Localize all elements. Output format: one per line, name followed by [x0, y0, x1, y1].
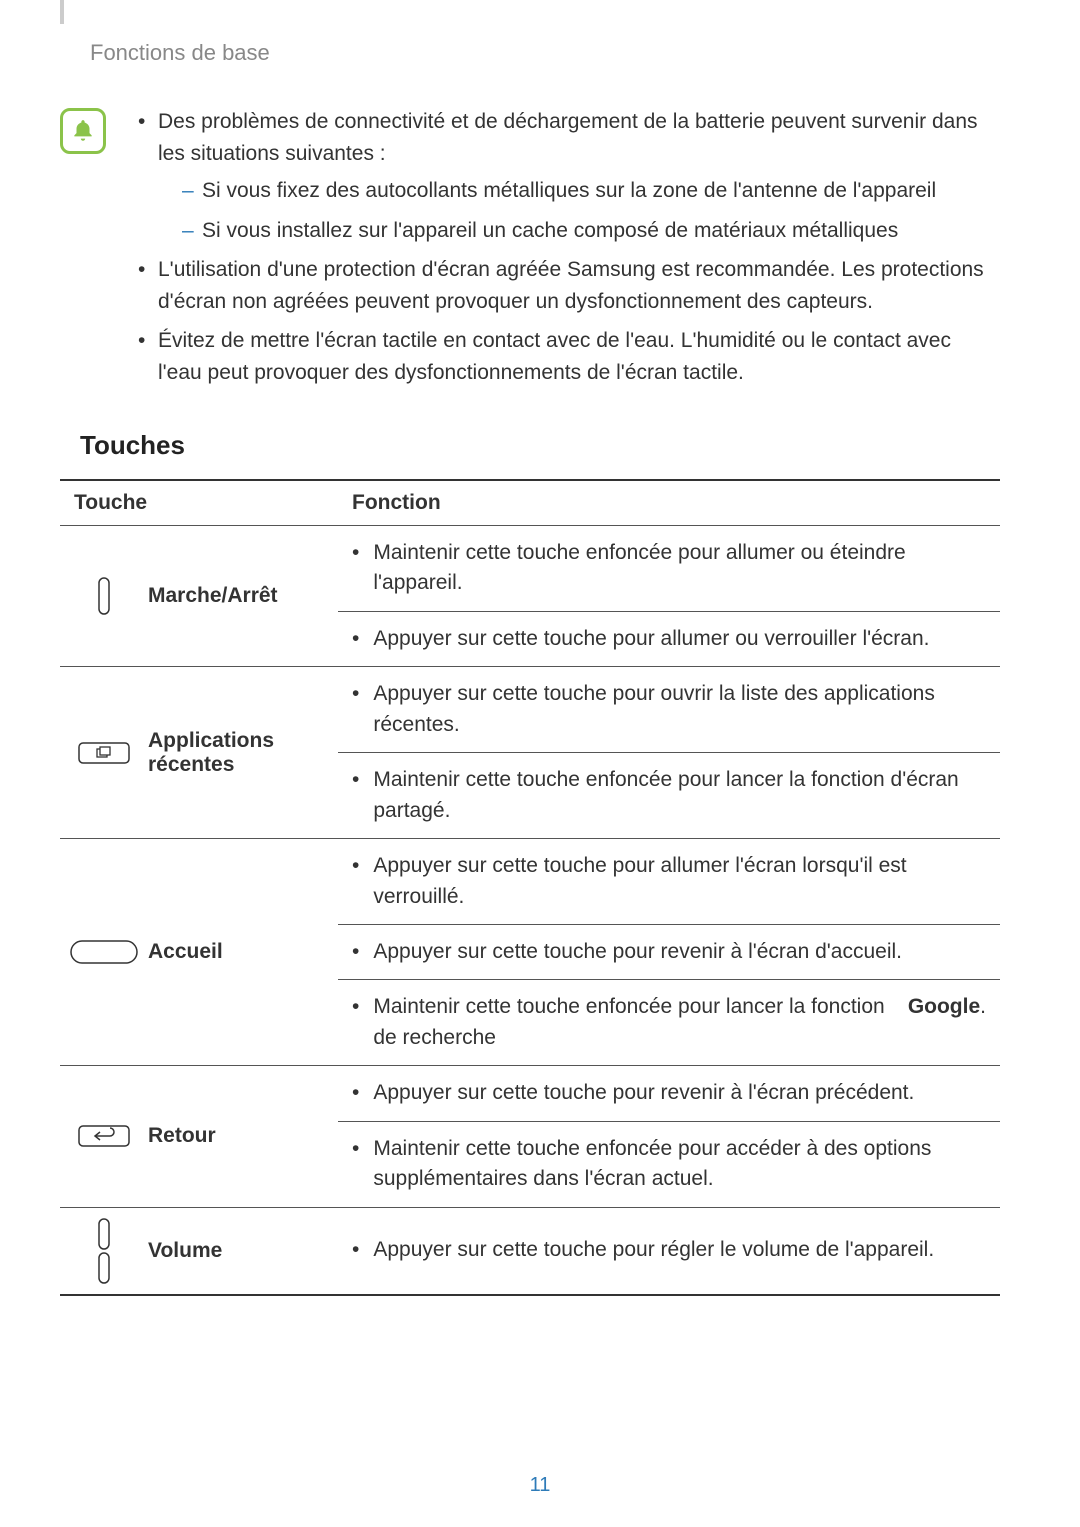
table-row: Applications récentes Appuyer sur cette … [60, 667, 1000, 753]
key-function-text: Appuyer sur cette touche pour revenir à … [338, 925, 1000, 979]
note-bullet-list: Des problèmes de connectivité et de déch… [130, 106, 1000, 388]
key-function-cell: Maintenir cette touche enfoncée pour all… [338, 526, 1000, 612]
back-key-icon [78, 1122, 130, 1150]
note-bullet: Des problèmes de connectivité et de déch… [130, 106, 1000, 246]
table-row: Accueil Appuyer sur cette touche pour al… [60, 839, 1000, 925]
keys-heading: Touches [80, 430, 1000, 461]
volume-key-icon [94, 1218, 114, 1284]
table-header-row: Touche Fonction [60, 480, 1000, 526]
key-icon-cell [60, 1066, 148, 1207]
note-icon-box [60, 108, 106, 154]
keys-table: Touche Fonction Marche/Arrêt Maintenir c… [60, 479, 1000, 1296]
key-icon-cell [60, 1207, 148, 1295]
key-label: Accueil [148, 839, 338, 1066]
note-bullet-text: Des problèmes de connectivité et de déch… [158, 110, 978, 165]
key-function-text: Maintenir cette touche enfoncée pour acc… [338, 1122, 1000, 1207]
recents-key-icon [78, 739, 130, 767]
key-function-text: Appuyer sur cette touche pour allumer ou… [338, 612, 1000, 666]
note-content: Des problèmes de connectivité et de déch… [130, 106, 1000, 396]
key-function-text: Maintenir cette touche enfoncée pour lan… [338, 753, 1000, 838]
tab-edge [60, 0, 64, 24]
note-sub-item: Si vous fixez des autocollants métalliqu… [158, 175, 1000, 207]
key-function-cell: Appuyer sur cette touche pour revenir à … [338, 924, 1000, 979]
note-bullet: Évitez de mettre l'écran tactile en cont… [130, 325, 1000, 388]
note-sub-list: Si vous fixez des autocollants métalliqu… [158, 175, 1000, 246]
key-function-cell: Appuyer sur cette touche pour allumer l'… [338, 839, 1000, 925]
key-function-cell: Appuyer sur cette touche pour ouvrir la … [338, 667, 1000, 753]
key-label: Volume [148, 1207, 338, 1295]
key-function-text: Appuyer sur cette touche pour ouvrir la … [338, 667, 1000, 752]
key-function-text: Appuyer sur cette touche pour régler le … [338, 1223, 1000, 1277]
key-function-cell: Maintenir cette touche enfoncée pour lan… [338, 753, 1000, 839]
key-function-cell: Appuyer sur cette touche pour allumer ou… [338, 611, 1000, 666]
power-key-icon [94, 577, 114, 615]
key-label: Retour [148, 1066, 338, 1207]
key-label: Marche/Arrêt [148, 526, 338, 667]
page-number: 11 [0, 1474, 1080, 1497]
key-icon-cell [60, 526, 148, 667]
key-icon-cell [60, 667, 148, 839]
table-row: Marche/Arrêt Maintenir cette touche enfo… [60, 526, 1000, 612]
table-row: Volume Appuyer sur cette touche pour rég… [60, 1207, 1000, 1295]
note-sub-item: Si vous installez sur l'appareil un cach… [158, 215, 1000, 247]
key-function-cell: Appuyer sur cette touche pour régler le … [338, 1207, 1000, 1295]
table-row: Retour Appuyer sur cette touche pour rev… [60, 1066, 1000, 1121]
key-function-cell: Maintenir cette touche enfoncée pour acc… [338, 1121, 1000, 1207]
key-function-text: Maintenir cette touche enfoncée pour all… [338, 526, 1000, 611]
col-header-touche: Touche [60, 480, 338, 526]
key-function-text: Appuyer sur cette touche pour allumer l'… [338, 839, 1000, 924]
page: Fonctions de base Des problèmes de conne… [0, 0, 1080, 1527]
key-label: Applications récentes [148, 667, 338, 839]
home-key-icon [69, 937, 139, 967]
bell-icon [70, 118, 96, 144]
note-block: Des problèmes de connectivité et de déch… [60, 106, 1000, 396]
key-icon-cell [60, 839, 148, 1066]
key-function-cell: Appuyer sur cette touche pour revenir à … [338, 1066, 1000, 1121]
key-function-text: Appuyer sur cette touche pour revenir à … [338, 1066, 1000, 1120]
key-function-text: Maintenir cette touche enfoncée pour lan… [338, 980, 1000, 1065]
key-function-cell: Maintenir cette touche enfoncée pour lan… [338, 980, 1000, 1066]
section-header: Fonctions de base [90, 40, 1000, 66]
col-header-fonction: Fonction [338, 480, 1000, 526]
note-bullet: L'utilisation d'une protection d'écran a… [130, 254, 1000, 317]
